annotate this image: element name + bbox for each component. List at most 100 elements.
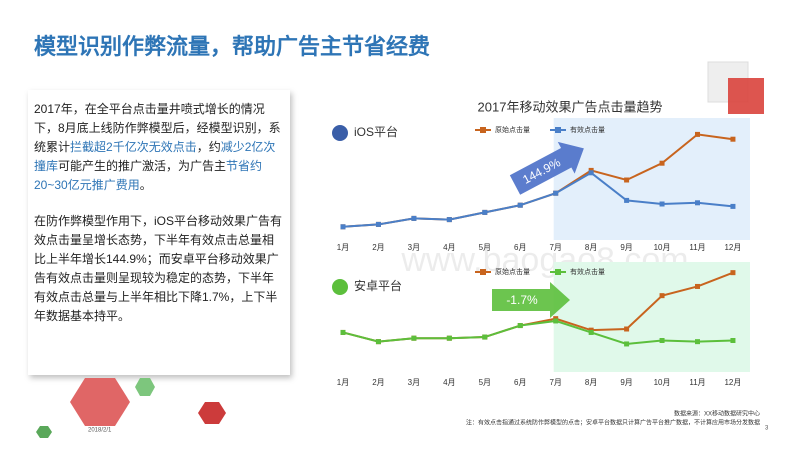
point-marker	[730, 203, 736, 209]
point-marker	[695, 200, 700, 206]
point-marker	[411, 215, 417, 221]
point-marker	[624, 341, 630, 347]
point-marker	[730, 136, 736, 142]
x-tick-label: 5月	[479, 378, 491, 387]
series-line	[342, 319, 733, 345]
series-line	[342, 171, 734, 228]
point-marker	[375, 339, 381, 345]
deco-hexagon	[36, 426, 52, 438]
text-run: ，约	[196, 140, 221, 154]
point-marker	[588, 170, 594, 176]
point-marker	[624, 197, 630, 203]
x-tick-label: 3月	[408, 243, 420, 252]
page-number: 3	[765, 426, 769, 432]
legend-label: 原始点击量	[495, 125, 530, 134]
arrow-shape	[509, 141, 584, 195]
arrow-shape	[492, 282, 570, 318]
deco-hexagon	[70, 378, 130, 426]
highlight-region	[553, 118, 750, 240]
deco-square	[728, 78, 764, 114]
text-run: 减少2亿次撞库	[34, 140, 276, 173]
point-marker	[730, 338, 736, 343]
x-tick-label: 11月	[689, 243, 705, 252]
legend-marker	[555, 269, 561, 275]
platform-icon	[332, 125, 348, 141]
text-run: 拦截超2千亿次无效点击	[70, 140, 197, 154]
point-marker	[659, 293, 665, 299]
point-marker	[695, 339, 700, 345]
source: 数据来源：XX移动数据研究中心	[674, 410, 760, 418]
legend-marker	[480, 269, 486, 275]
legend-label: 有效点击量	[570, 267, 605, 276]
point-marker	[411, 335, 417, 341]
paragraph: 2017年，在全平台点击量井喷式增长的情况下，8月底上线防作弊模型后，经模型识别…	[34, 100, 284, 195]
platform-label: iOS平台	[354, 124, 398, 139]
point-marker	[375, 221, 381, 227]
x-tick-label: 7月	[549, 378, 561, 387]
legend-marker	[555, 127, 561, 133]
point-marker	[340, 329, 346, 335]
x-tick-label: 4月	[443, 378, 455, 387]
point-marker	[695, 131, 700, 137]
text-run: 节省约20~30亿元推广费用	[34, 159, 263, 192]
note: 注：有效点击指通过系统防作弊模型的点击；安卓平台数据只计算广告平台推广数据，不计…	[466, 419, 760, 427]
x-tick-label: 2月	[372, 378, 384, 387]
x-tick-label: 12月	[724, 378, 741, 387]
x-tick-label: 9月	[620, 243, 632, 252]
annotation-label: -1.7%	[506, 293, 538, 307]
point-marker	[482, 334, 488, 340]
x-tick-label: 6月	[514, 243, 526, 252]
text-run: 2017年，在全平台点击量井喷式增长的情况下，8月底上线防作弊模型后，经模型识别…	[34, 102, 281, 154]
paragraph: 在防作弊模型作用下，iOS平台移动效果广告有效点击量呈增长态势，下半年有效点击总…	[34, 212, 284, 326]
point-marker	[517, 323, 523, 329]
point-marker	[482, 209, 488, 215]
x-tick-label: 2月	[372, 243, 384, 252]
platform-label: 安卓平台	[354, 278, 402, 293]
x-tick-label: 10月	[654, 378, 671, 387]
legend-label: 原始点击量	[495, 267, 530, 276]
point-marker	[624, 177, 630, 183]
annotation-arrow: -1.7%	[492, 282, 570, 318]
point-marker	[340, 224, 346, 230]
legend-label: 有效点击量	[570, 125, 605, 134]
x-tick-label: 10月	[654, 243, 671, 252]
legend-marker	[480, 127, 486, 133]
text-run: 在防作弊模型作用下，iOS平台移动效果广告有效点击量呈增长态势，下半年有效点击总…	[34, 214, 283, 323]
deco-hexagon	[198, 402, 226, 424]
platform-icon	[332, 279, 348, 295]
x-tick-label: 3月	[408, 378, 420, 387]
point-marker	[553, 190, 559, 196]
deco-hexagon	[135, 378, 155, 396]
x-tick-label: 1月	[337, 378, 349, 387]
point-marker	[659, 201, 665, 207]
x-tick-label: 9月	[620, 378, 632, 387]
x-tick-label: 5月	[479, 243, 491, 252]
text-run: 。	[139, 178, 152, 192]
point-marker	[659, 338, 665, 343]
text-run: 可能产生的推广激活，为广告主	[58, 159, 227, 173]
x-tick-label: 1月	[337, 243, 349, 252]
highlight-region	[553, 262, 750, 372]
slide-title: 模型识别作弊流量，帮助广告主节省经费	[34, 34, 430, 59]
point-marker	[695, 283, 700, 289]
x-tick-label: 4月	[443, 243, 455, 252]
point-marker	[659, 160, 665, 166]
point-marker	[446, 335, 452, 341]
point-marker	[517, 202, 523, 208]
x-tick-label: 8月	[585, 378, 597, 387]
point-marker	[730, 270, 736, 276]
text-panel	[28, 90, 290, 375]
x-tick-label: 11月	[689, 378, 705, 387]
point-marker	[553, 318, 559, 324]
x-tick-label: 6月	[514, 378, 526, 387]
point-marker	[446, 217, 452, 223]
point-marker	[624, 326, 630, 332]
x-tick-label: 7月	[549, 243, 561, 252]
point-marker	[588, 329, 594, 335]
chart-title: 2017年移动效果广告点击量趋势	[478, 99, 663, 114]
x-tick-label: 12月	[724, 243, 741, 252]
date: 2018/2/1	[88, 428, 112, 434]
x-tick-label: 8月	[585, 243, 597, 252]
